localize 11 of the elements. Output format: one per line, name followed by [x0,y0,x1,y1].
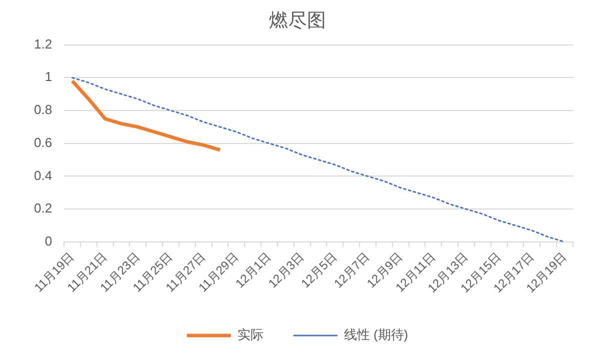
y-tick-label: 0 [44,234,52,249]
legend-label: 线性 (期待) [344,327,408,342]
chart-title: 燃尽图 [269,9,326,32]
y-tick-label: 0.8 [34,102,52,118]
y-tick-label: 0.2 [34,200,52,216]
line-series [72,76,566,242]
y-tick-label: 0.6 [34,134,52,150]
y-tick-label: 0.4 [34,168,52,183]
y-tick-label: 1 [44,69,52,84]
y-tick-label: 1.2 [34,36,52,52]
legend-label: 实际 [237,327,264,342]
